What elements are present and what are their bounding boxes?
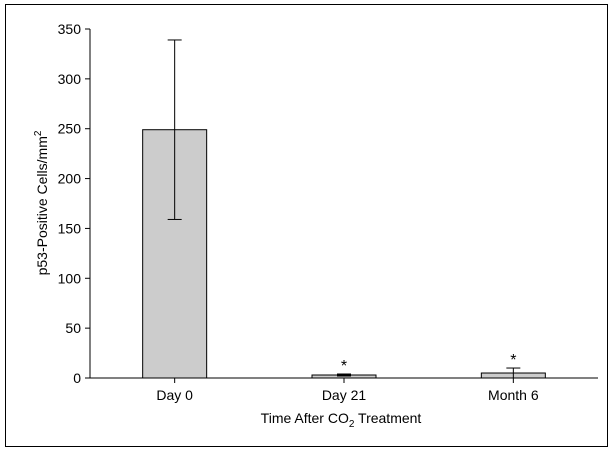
y-tick-label: 200: [58, 171, 82, 187]
x-tick-label: Day 21: [322, 387, 367, 403]
x-tick-label: Month 6: [488, 387, 539, 403]
y-tick-label: 100: [58, 270, 82, 286]
y-tick-label: 250: [58, 121, 82, 137]
y-tick-label: 350: [58, 21, 82, 37]
significance-marker: *: [510, 352, 516, 369]
y-axis-label: p53-Positive Cells/mm2: [33, 130, 50, 275]
significance-marker: *: [341, 358, 347, 375]
x-axis-label: Time After CO2 Treatment: [261, 410, 422, 430]
x-tick-label: Day 0: [156, 387, 193, 403]
y-ticks: 0 50 100 150 200 250 300 350: [58, 21, 90, 386]
x-ticks: Day 0 Day 21 Month 6: [156, 378, 539, 403]
y-tick-label: 50: [65, 320, 81, 336]
y-tick-label: 300: [58, 71, 82, 87]
y-tick-label: 0: [73, 370, 81, 386]
error-bars: * *: [167, 39, 521, 379]
bars: [142, 129, 546, 379]
y-tick-label: 150: [58, 220, 82, 236]
